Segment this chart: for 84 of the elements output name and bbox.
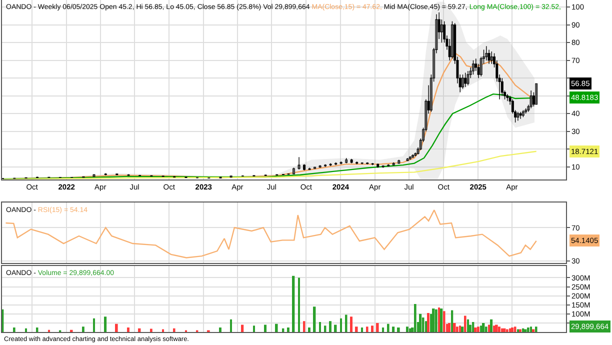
bar bbox=[219, 327, 222, 332]
bar bbox=[319, 322, 321, 332]
bar bbox=[162, 329, 164, 332]
bar bbox=[414, 304, 416, 332]
bar bbox=[474, 327, 477, 332]
line-series bbox=[2, 150, 537, 180]
bar bbox=[241, 324, 244, 332]
bar bbox=[503, 328, 506, 332]
bar bbox=[25, 328, 27, 332]
bar bbox=[150, 328, 152, 332]
bar bbox=[519, 329, 522, 332]
bar bbox=[453, 322, 456, 332]
bar bbox=[127, 327, 130, 332]
bar bbox=[253, 326, 255, 332]
bar bbox=[517, 329, 519, 332]
bar bbox=[406, 326, 408, 332]
bar bbox=[355, 326, 358, 332]
bar bbox=[490, 319, 493, 332]
bar bbox=[477, 326, 480, 332]
bar bbox=[472, 322, 474, 332]
bar bbox=[340, 318, 342, 332]
bar bbox=[482, 322, 485, 332]
bar bbox=[82, 326, 84, 332]
bar bbox=[480, 326, 482, 332]
bar bbox=[230, 319, 232, 332]
bar bbox=[427, 312, 430, 332]
bar bbox=[530, 326, 532, 332]
bar bbox=[456, 326, 458, 332]
bar bbox=[438, 308, 440, 332]
bar bbox=[535, 326, 538, 332]
bar bbox=[93, 318, 95, 332]
bar bbox=[498, 326, 500, 332]
bar bbox=[308, 327, 310, 332]
bar bbox=[287, 327, 290, 332]
bar bbox=[488, 324, 490, 332]
bar bbox=[443, 311, 446, 332]
bar bbox=[382, 327, 384, 332]
bar bbox=[459, 326, 462, 332]
bar bbox=[292, 276, 295, 332]
bar bbox=[361, 327, 364, 332]
bar bbox=[264, 324, 267, 332]
bar bbox=[432, 308, 435, 332]
bar bbox=[461, 326, 464, 332]
bar bbox=[282, 328, 284, 332]
bar bbox=[397, 327, 400, 332]
bar bbox=[371, 326, 374, 332]
bar bbox=[435, 309, 438, 332]
bar bbox=[511, 327, 514, 332]
bar bbox=[493, 326, 496, 332]
bar bbox=[313, 306, 316, 332]
bar bbox=[366, 326, 368, 332]
bar bbox=[527, 327, 530, 332]
bar bbox=[115, 324, 118, 332]
bar bbox=[173, 328, 176, 332]
candlestick bbox=[535, 83, 538, 105]
bar bbox=[440, 308, 443, 332]
bar bbox=[303, 321, 306, 332]
bar bbox=[345, 314, 348, 332]
bar bbox=[419, 314, 422, 332]
bar bbox=[350, 316, 353, 332]
bar bbox=[329, 321, 332, 332]
bar bbox=[13, 327, 16, 332]
bar bbox=[324, 326, 326, 332]
bar bbox=[495, 324, 498, 332]
bar bbox=[104, 316, 107, 332]
bar bbox=[392, 326, 395, 332]
bar bbox=[506, 329, 508, 332]
bar bbox=[451, 310, 454, 332]
bar bbox=[409, 328, 412, 332]
bar bbox=[376, 322, 379, 332]
bar bbox=[36, 327, 38, 332]
bar bbox=[514, 326, 516, 332]
bar bbox=[448, 322, 451, 332]
bar bbox=[298, 278, 300, 332]
bar bbox=[275, 324, 278, 332]
bar bbox=[387, 324, 390, 332]
bar bbox=[509, 328, 511, 332]
bar bbox=[425, 321, 427, 332]
bar bbox=[501, 328, 504, 332]
bar bbox=[464, 316, 466, 332]
bar bbox=[422, 318, 424, 332]
bar bbox=[485, 326, 488, 332]
bar bbox=[522, 328, 524, 332]
bar bbox=[467, 319, 469, 332]
